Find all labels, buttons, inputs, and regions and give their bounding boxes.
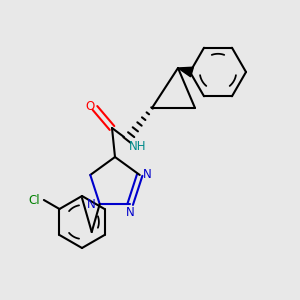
Text: Cl: Cl [28,194,40,206]
Text: N: N [143,169,152,182]
Text: NH: NH [129,140,146,152]
Text: O: O [85,100,94,112]
Text: N: N [126,206,135,218]
Text: N: N [87,197,96,211]
Polygon shape [178,67,194,77]
